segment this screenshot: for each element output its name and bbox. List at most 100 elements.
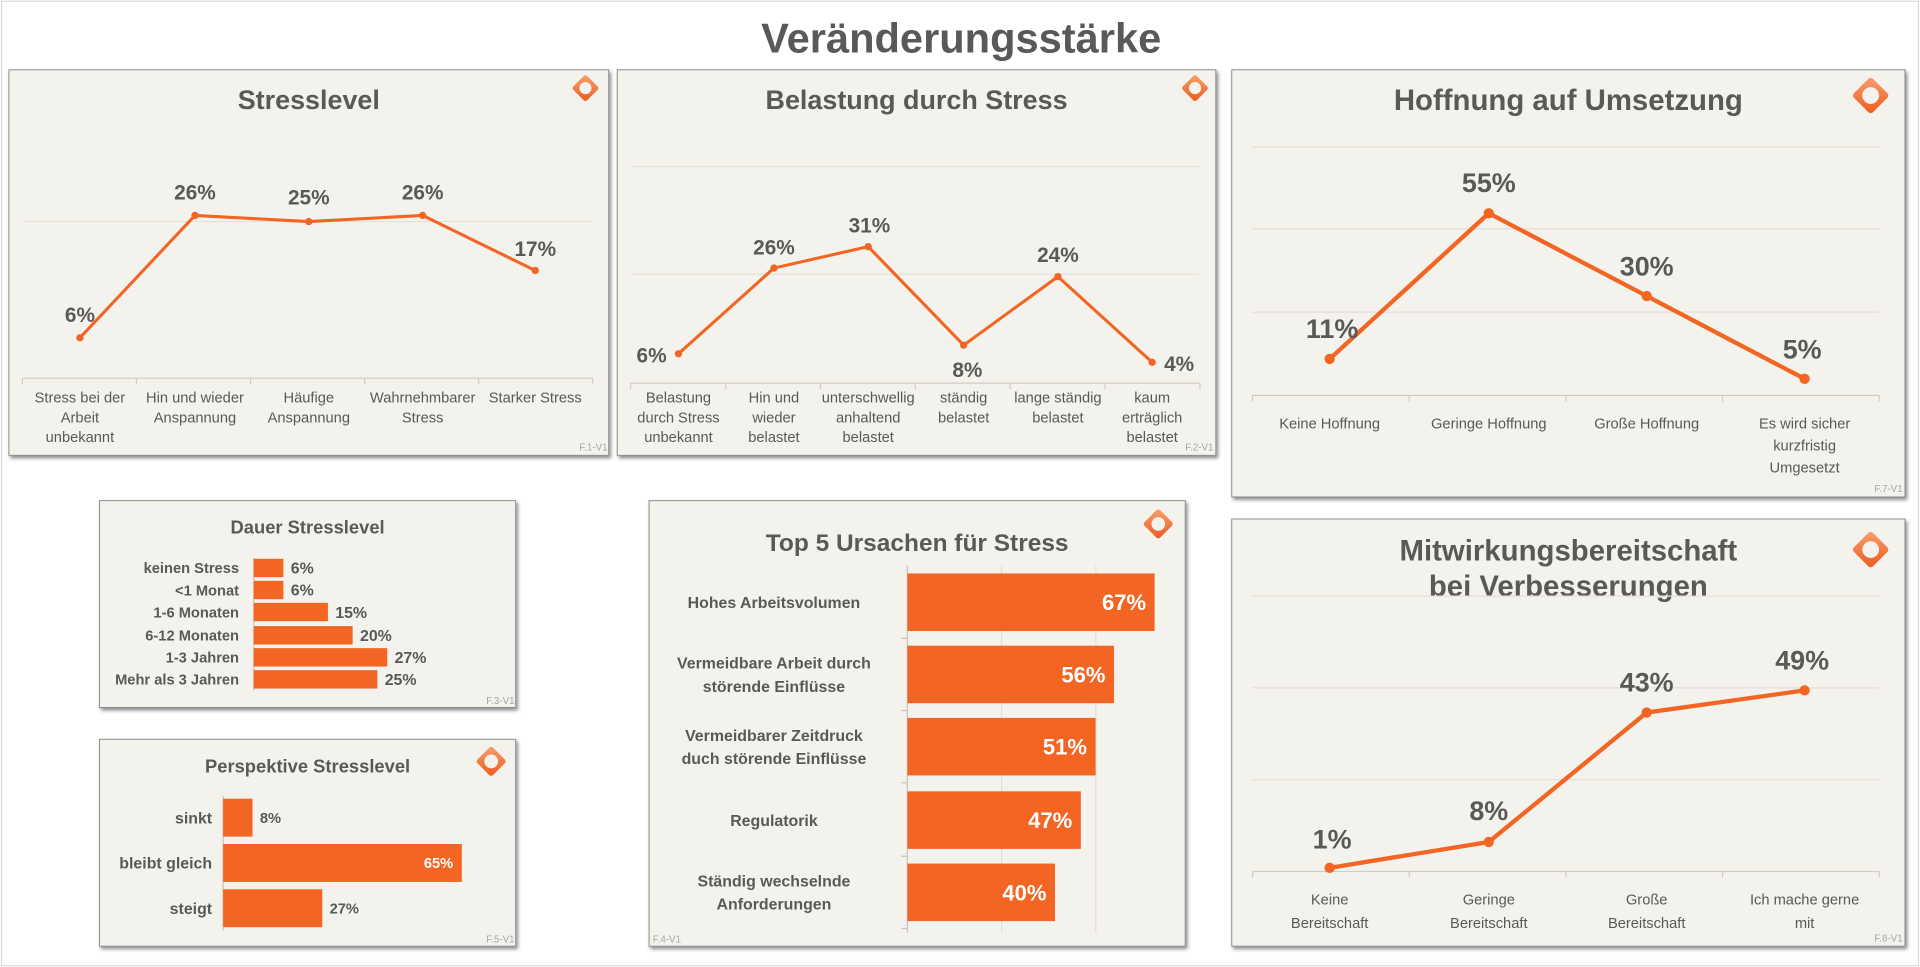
y-tick-label: 1-3 Jahren <box>166 651 239 667</box>
x-tick-label-line: kaum <box>1134 391 1170 407</box>
y-tick-label-line: störende Einflüsse <box>703 679 845 696</box>
chart-title-line: Perspektive Stresslevel <box>205 755 410 776</box>
data-label: 27% <box>395 650 427 667</box>
data-label: 47% <box>1028 808 1072 833</box>
chart-title: Dauer Stresslevel <box>231 517 385 538</box>
chart-panel-belastung: Belastung durch Stress F.2-V1 6% Belastung d… <box>616 69 1217 456</box>
logo-ring-hole <box>1188 82 1202 95</box>
data-label: 31% <box>849 215 891 238</box>
x-tick-label-line: Keine <box>1311 893 1349 909</box>
x-tick-label: Geringe Hoffnung <box>1431 416 1547 432</box>
y-tick-label: 6-12 Monaten <box>145 629 239 645</box>
data-label: 6% <box>637 344 667 367</box>
data-point <box>1054 272 1062 281</box>
y-tick-label-line: Ständig wechselnde <box>697 873 850 890</box>
x-tick-label-line: Belastung <box>646 391 711 407</box>
data-point <box>1641 707 1652 718</box>
x-tick-label-line: belastet <box>1032 410 1083 426</box>
x-tick-label-line: belastet <box>748 430 799 446</box>
bar <box>907 791 1081 849</box>
x-tick-label: Belastung durch Stress unbekannt <box>637 391 719 446</box>
y-tick-label: 1-6 Monaten <box>153 605 239 621</box>
x-tick-label-line: unbekannt <box>46 430 115 446</box>
chart-title: Belastung durch Stress <box>766 85 1068 115</box>
x-tick-label-line: belastet <box>1126 430 1177 446</box>
data-point <box>305 217 313 226</box>
y-tick-label-line: duch störende Einflüsse <box>682 751 867 768</box>
x-tick-label-line: Hin und <box>749 391 800 407</box>
x-tick-label-line: ständig <box>940 391 987 407</box>
x-tick-label-line: mit <box>1795 916 1815 932</box>
x-tick-label-line: Starker Stress <box>489 391 582 407</box>
y-tick-label-line: 1-3 Jahren <box>166 651 239 667</box>
page-title: Veränderungsstärke <box>761 15 1161 62</box>
x-tick-label-line: Wahrnehmbarer <box>370 391 476 407</box>
x-tick-label-line: Große <box>1626 893 1668 909</box>
bar <box>253 558 284 578</box>
chart-footnote: F.2-V1 <box>1185 442 1213 453</box>
data-point <box>1641 290 1652 302</box>
chart-title-line: Top 5 Ursachen für Stress <box>766 530 1069 557</box>
x-tick-label-line: Geringe <box>1463 893 1515 909</box>
y-tick-label-line: Mehr als 3 Jahren <box>115 673 239 689</box>
chart-footnote: F.4-V1 <box>653 935 681 946</box>
panel-background <box>1231 69 1906 498</box>
logo-icon <box>1182 75 1208 101</box>
data-label: 8% <box>952 359 982 382</box>
y-tick-label-line: Regulatorik <box>730 813 818 830</box>
data-label: 25% <box>288 186 330 209</box>
bar <box>223 843 462 882</box>
y-tick-label: Ständig wechselnde Anforderungen <box>697 873 850 913</box>
data-point <box>76 334 84 342</box>
x-tick-label: Ich mache gerne mit <box>1750 893 1859 932</box>
series-line <box>1328 211 1806 381</box>
y-tick-label: steigt <box>170 901 213 918</box>
logo-icon <box>1143 509 1173 539</box>
logo-ring-hole <box>579 82 592 95</box>
bar <box>223 889 323 928</box>
x-tick-label: Es wird sicher kurzfristig Umgesetzt <box>1759 416 1850 476</box>
data-label: 8% <box>1469 796 1508 826</box>
x-tick-label-line: Arbeit <box>61 410 99 426</box>
x-tick-label-line: anhaltend <box>836 410 900 426</box>
x-tick-label-line: belastet <box>938 410 989 426</box>
y-tick-label-line: sinkt <box>175 810 213 827</box>
x-tick-label-line: erträglich <box>1122 410 1182 426</box>
y-tick-label-line: 6-12 Monaten <box>145 629 239 645</box>
chart-panel-mitwirkung: Mitwirkungsbereitschaft bei Verbesserunge… <box>1231 518 1906 947</box>
chart-title: Stresslevel <box>238 85 380 115</box>
chart-footnote: F.1-V1 <box>579 442 607 453</box>
data-label: 65% <box>424 856 453 872</box>
chart-title-line: Dauer Stresslevel <box>231 517 385 538</box>
x-tick-label-line: Geringe Hoffnung <box>1431 416 1547 432</box>
chart-title-line: bei Verbesserungen <box>1429 570 1708 603</box>
y-tick-label-line: 1-6 Monaten <box>153 605 239 621</box>
bar <box>253 670 378 689</box>
data-point <box>191 211 199 220</box>
data-point <box>864 242 872 251</box>
y-tick-label: sinkt <box>175 810 213 827</box>
chart-footnote: F.8-V1 <box>1874 933 1902 944</box>
y-tick-label: Regulatorik <box>730 813 818 830</box>
data-point <box>1324 353 1335 365</box>
x-tick-label: Stress bei der Arbeit unbekannt <box>35 391 126 446</box>
x-tick-label-line: Bereitschaft <box>1291 916 1368 932</box>
data-label: 26% <box>753 237 795 260</box>
x-tick-label-line: Bereitschaft <box>1450 916 1527 932</box>
bar <box>223 798 253 837</box>
chart-footnote: F.5-V1 <box>486 935 514 946</box>
data-label: 56% <box>1061 662 1105 687</box>
x-tick-label-line: Umgesetzt <box>1770 460 1840 476</box>
chart-title-line: Stresslevel <box>238 85 380 115</box>
data-point <box>1148 358 1156 366</box>
data-label: 51% <box>1043 735 1087 760</box>
x-tick-label-line: Keine Hoffnung <box>1279 416 1380 432</box>
bar <box>907 573 1155 631</box>
logo-icon <box>1853 77 1889 114</box>
data-label: 6% <box>291 561 314 578</box>
data-label: 6% <box>291 583 314 600</box>
x-tick-label: Wahrnehmbarer Stress <box>370 391 476 427</box>
x-tick-label: Hin und wieder Anspannung <box>146 391 244 427</box>
series-line <box>1329 688 1805 870</box>
panel-background <box>616 69 1217 456</box>
